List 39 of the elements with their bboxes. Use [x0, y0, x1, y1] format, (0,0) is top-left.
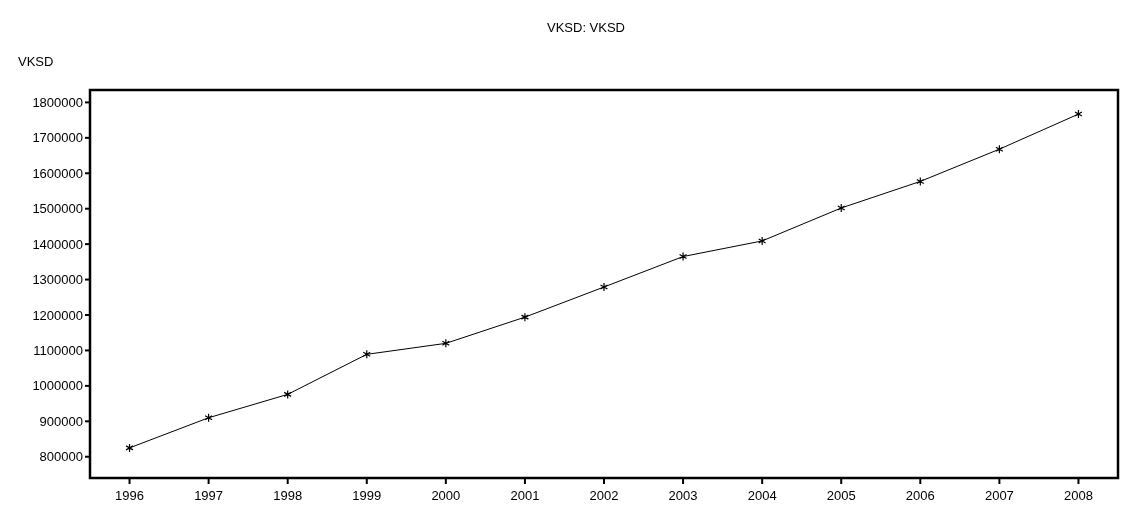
point — [679, 251, 688, 262]
point — [441, 338, 450, 348]
point — [916, 176, 925, 187]
chart-title: VKSD: VKSD — [546, 20, 626, 35]
point — [204, 413, 213, 423]
x-tick-label: 2004 — [747, 488, 777, 503]
y-tick-label: 1000000 — [32, 378, 83, 394]
point — [283, 389, 292, 399]
x-tick-label: 1997 — [194, 488, 224, 503]
y-tick-label: 1100000 — [33, 342, 83, 358]
point — [520, 312, 529, 322]
y-tick-label: 1400000 — [32, 236, 83, 252]
point — [995, 144, 1004, 154]
y-tick-label: 800000 — [39, 449, 83, 465]
y-tick-label: 1800000 — [32, 94, 83, 110]
y-tick-label: 1300000 — [32, 272, 83, 288]
point — [837, 203, 846, 213]
x-tick-label: 2001 — [510, 488, 540, 503]
x-tick-label: 1999 — [352, 488, 382, 503]
point — [1074, 109, 1083, 119]
point — [125, 443, 134, 453]
x-tick-label: 2005 — [826, 488, 856, 503]
y-tick-label: 1600000 — [32, 165, 83, 181]
point — [599, 282, 609, 292]
x-tick-label: 1998 — [273, 488, 303, 503]
x-tick-label: 2000 — [431, 488, 461, 503]
x-tick-label: 2006 — [905, 488, 935, 503]
x-tick-label: 2008 — [1064, 488, 1093, 503]
x-tick-label: 1996 — [115, 488, 144, 503]
y-tick-label: 1500000 — [32, 201, 83, 217]
y-tick-label: 1200000 — [32, 307, 83, 323]
y-axis-title: VKSD — [18, 54, 54, 69]
y-tick-label: 1700000 — [32, 130, 83, 146]
point — [758, 236, 767, 246]
x-tick-label: 2007 — [984, 488, 1014, 503]
x-tick-label: 2003 — [668, 488, 698, 503]
x-tick-label: 2002 — [589, 488, 619, 503]
point — [362, 349, 371, 359]
y-tick-label: 900000 — [39, 413, 83, 429]
